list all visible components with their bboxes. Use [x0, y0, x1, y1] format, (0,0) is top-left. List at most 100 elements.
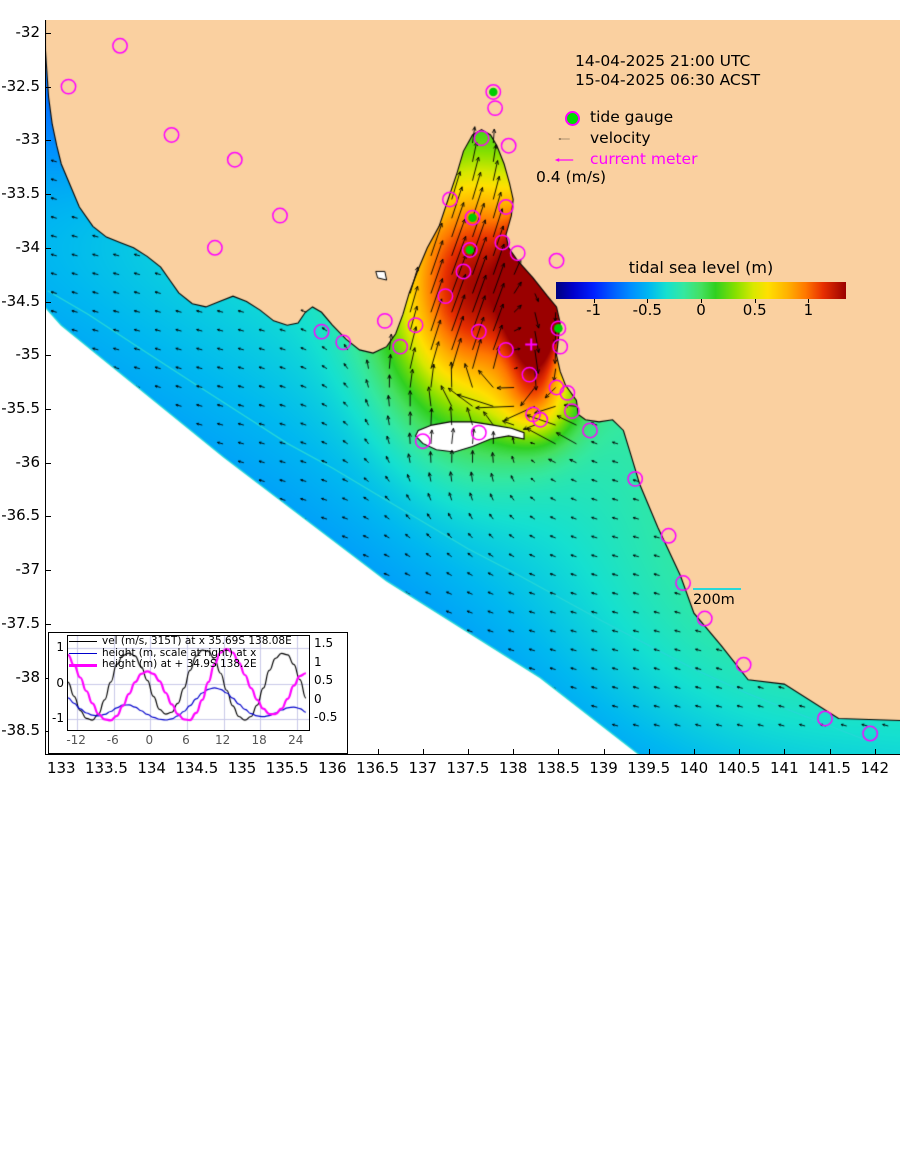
x-tick-mark: [558, 749, 560, 755]
y-tick-label: -36.5: [1, 506, 40, 525]
y-tick-label: -34.5: [1, 291, 40, 310]
x-tick-label: 136.5: [356, 759, 400, 777]
velocity-arrow-icon: [558, 138, 570, 140]
y-tick-label: -35.5: [1, 398, 40, 417]
y-tick-mark: [45, 32, 51, 34]
y-tick-mark: [45, 301, 51, 303]
legend-label-current-meter: current meter: [590, 150, 698, 168]
timeseries-x-tick: 18: [251, 733, 267, 747]
y-tick-mark: [45, 408, 51, 410]
y-tick-mark: [45, 140, 51, 142]
colorbar-tick-label: -1: [586, 301, 602, 319]
x-tick-label: 141: [769, 759, 799, 777]
x-tick-label: 134: [137, 759, 166, 777]
x-tick-label: 136: [318, 759, 347, 777]
y-tick-label: -37: [15, 560, 41, 579]
depth-contour-legend: 200m: [693, 588, 741, 608]
timeseries-y-left-tick: -1: [52, 711, 64, 726]
timeseries-x-tick: -6: [106, 733, 119, 747]
x-tick-mark: [648, 749, 650, 755]
y-tick-mark: [45, 570, 51, 572]
timeseries-x-tick: 12: [214, 733, 231, 747]
timestamp-local: 15-04-2025 06:30 ACST: [575, 71, 761, 89]
x-tick-label: 139.5: [627, 759, 671, 777]
axis-frame-bottom: [45, 754, 900, 755]
x-tick-label: 137: [408, 759, 438, 777]
x-tick-label: 138.5: [536, 759, 580, 777]
timeseries-y-right-tick: 0: [314, 691, 322, 706]
colorbar-tick-label: -0.5: [632, 301, 662, 319]
x-tick-label: 140.5: [717, 759, 761, 777]
timeseries-x-tick: -12: [66, 733, 86, 747]
colorbar-ticks: -1 -0.5 0 0.5 1: [556, 299, 846, 321]
x-tick-label: 141.5: [808, 759, 851, 777]
timeseries-plot-area: [67, 635, 310, 731]
y-tick-label: -37.5: [1, 613, 40, 632]
figure-root: -32 -32.5 -33 -33.5 -34 -34.5 -35 -35.5 -36 -36.5…: [1, 20, 900, 777]
axis-frame-left: [45, 20, 46, 755]
x-tick-label: 133: [46, 759, 76, 777]
x-tick-label: 137.5: [446, 759, 490, 777]
timeseries-legend-swatch: [69, 664, 97, 667]
colorbar-tick-mark: [701, 299, 702, 303]
y-tick-mark: [45, 623, 51, 625]
x-tick-mark: [874, 749, 876, 755]
timeseries-y-left-tick: 0: [56, 675, 64, 690]
legend-label-tide-gauge: tide gauge: [590, 108, 674, 126]
x-tick-mark: [739, 749, 741, 755]
colorbar-tick-mark: [808, 299, 810, 303]
y-tick-mark: [45, 516, 51, 518]
timeseries-y-right-tick: -0.5: [314, 710, 338, 725]
x-tick-label: 135.5: [265, 759, 309, 777]
current-meter-arrow-icon: [554, 158, 574, 162]
x-tick-label: 138: [498, 759, 528, 777]
colorbar-tick-label: 1: [803, 301, 814, 319]
timeseries-legend-label: height (m, scale at right) at x: [102, 646, 257, 659]
colorbar-gradient: [556, 282, 846, 299]
timeseries-x-tick: 0: [145, 733, 154, 747]
depth-contour-line-icon: [693, 588, 741, 590]
timeseries-legend-swatch: [69, 652, 97, 654]
timeseries-y-right-tick: 1: [314, 654, 322, 669]
y-tick-mark: [45, 355, 51, 357]
timeseries-curves: [68, 636, 309, 730]
timestamp-utc: 14-04-2025 21:00 UTC: [575, 52, 751, 70]
y-tick-label: -34: [15, 237, 41, 256]
colorbar-title: tidal sea level (m): [628, 258, 774, 277]
y-tick-label: -32: [15, 22, 41, 41]
timeseries-y-right-tick: 1.5: [314, 636, 334, 651]
y-tick-mark: [45, 247, 51, 249]
y-tick-label: -33.5: [1, 184, 40, 203]
colorbar: tidal sea level (m) -1 -0.5 0 0.5 1: [556, 258, 846, 321]
colorbar-tick-label: 0: [696, 301, 706, 319]
x-tick-mark: [603, 749, 605, 755]
x-tick-label: 140: [679, 759, 709, 777]
y-tick-label: -36: [15, 452, 41, 471]
x-tick-label: 142: [860, 759, 889, 777]
x-tick-mark: [829, 749, 831, 755]
y-tick-label: -35: [15, 345, 41, 364]
x-tick-mark: [784, 749, 786, 755]
x-tick-label: 134.5: [175, 759, 219, 777]
colorbar-tick-mark: [754, 299, 756, 303]
y-tick-mark: [45, 462, 51, 464]
timeseries-y-right-tick: 0.5: [314, 673, 334, 688]
y-tick-label: -32.5: [1, 76, 40, 95]
legend-label-velocity: velocity: [590, 129, 651, 147]
timeseries-inset[interactable]: vel (m/s, 315T) at x 35.69S 138.08E heigh…: [48, 632, 348, 754]
x-tick-mark: [377, 749, 379, 755]
y-tick-label: -33: [15, 130, 41, 149]
x-tick-mark: [467, 749, 469, 755]
tide-gauge-icon: [565, 111, 580, 126]
x-tick-label: 133.5: [84, 759, 128, 777]
y-tick-mark: [45, 194, 51, 196]
timeseries-y-left-tick: 1: [56, 640, 64, 655]
timeseries-legend-label: height (m) at + 34.9S 138.2E: [102, 658, 257, 670]
colorbar-tick-label: 0.5: [742, 301, 767, 319]
speed-scale-label: 0.4 (m/s): [536, 168, 607, 186]
timestamp-block: 14-04-2025 21:00 UTC 15-04-2025 06:30 AC…: [575, 52, 760, 90]
colorbar-tick-mark: [647, 299, 649, 303]
x-tick-label: 135: [227, 759, 257, 777]
x-tick-label: 139: [589, 759, 618, 777]
y-tick-label: -38.5: [1, 721, 40, 740]
